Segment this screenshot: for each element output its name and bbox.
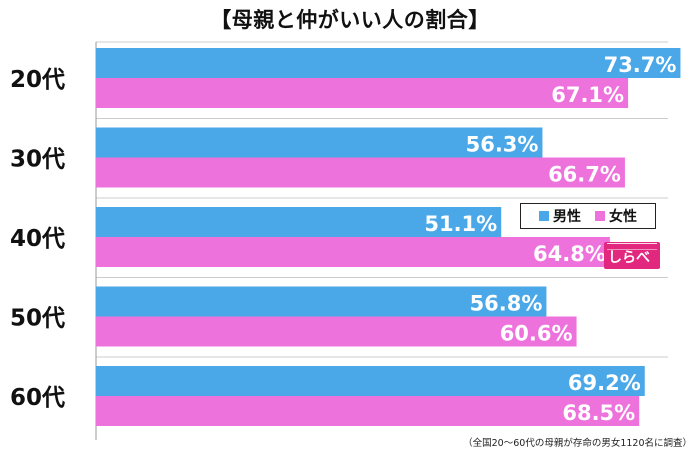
- bar-male: [96, 207, 502, 237]
- legend-swatch-male: [539, 211, 549, 221]
- legend: 男性 女性: [520, 203, 656, 229]
- bar-male: [96, 366, 645, 396]
- data-label-female: 64.8%: [533, 242, 606, 266]
- category-label: 20代: [10, 67, 65, 93]
- legend-label-female: 女性: [609, 209, 637, 225]
- bar-female: [96, 157, 625, 188]
- category-label: 40代: [10, 226, 65, 252]
- legend-item-male: 男性: [539, 206, 581, 226]
- bar-male: [96, 286, 547, 317]
- category-label: 50代: [10, 306, 65, 332]
- logo-tagline-decoration: [607, 243, 657, 250]
- data-label-male: 69.2%: [568, 371, 641, 395]
- legend-item-female: 女性: [595, 206, 637, 226]
- data-label-male: 56.3%: [466, 133, 539, 157]
- data-label-male: 51.1%: [424, 212, 497, 236]
- bar-female: [96, 316, 577, 347]
- chart-title: 【母親と仲がいい人の割合】: [210, 8, 490, 32]
- bar-male: [96, 127, 543, 158]
- data-label-female: 66.7%: [548, 163, 621, 187]
- bar-female: [96, 237, 610, 267]
- legend-label-male: 男性: [553, 209, 581, 225]
- bar-male: [96, 48, 681, 78]
- data-label-female: 67.1%: [551, 83, 624, 107]
- data-label-female: 60.6%: [500, 322, 573, 346]
- shirabee-logo: しらべぇ: [604, 242, 660, 269]
- data-label-female: 68.5%: [562, 401, 635, 425]
- footnote: （全国20〜60代の母親が存命の男女1120名に調査）: [463, 438, 692, 449]
- logo-text: しらべぇ: [608, 250, 650, 269]
- category-label: 60代: [10, 385, 65, 411]
- data-label-male: 56.8%: [470, 292, 543, 316]
- bar-female: [96, 78, 629, 108]
- legend-swatch-female: [595, 211, 605, 221]
- category-label: 30代: [10, 147, 65, 173]
- data-label-male: 73.7%: [604, 53, 677, 77]
- bar-female: [96, 396, 640, 426]
